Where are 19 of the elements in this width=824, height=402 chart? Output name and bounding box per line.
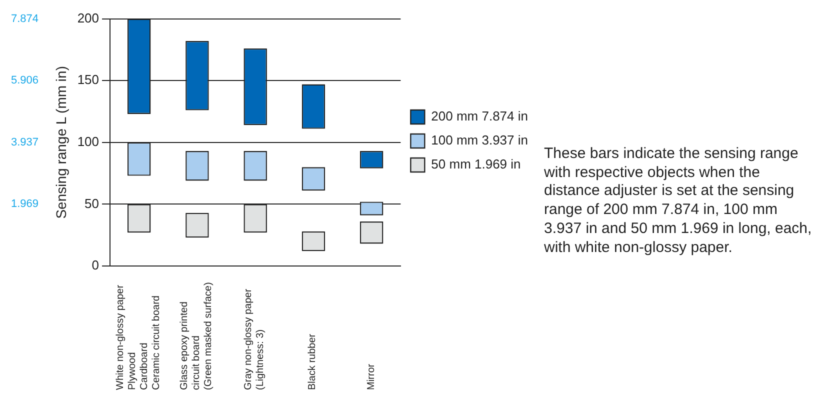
x-tick-label: Glass epoxy printed circuit board (Green masked surface) [179,281,216,390]
y2-tick-label: 7.874 [10,12,39,25]
x-tick-label: Mirror [366,362,378,390]
x-tick-label: Gray non-glossy paper (Lightness: 3) [243,288,268,390]
y2-tick-label: 1.969 [10,198,39,210]
y-tick-label: 200 [77,10,100,26]
y-tick-label: 0 [92,258,100,273]
text: These bars indicate the sensing range with respective objects when the distance adjuster is set at the sensing range of 200 mm 7.874 in, 100 mm 3.937 in and 50 mm 1.969 in long, each, with white non-glossy paper. [544,144,813,258]
x-tick-label: Black rubber [307,332,320,390]
x-tick-label: White non-glossy paper Plywood Cardboard Ceramic circuit board [115,284,164,390]
legend-label: 100 mm 3.937 in [431,132,528,148]
y-axis-title: Sensing range L (mm in) [52,66,69,219]
y2-tick-label: 3.937 [10,136,39,148]
y2-tick-label: 5.906 [10,74,39,87]
y-tick-label: 150 [77,72,100,88]
legend-label: 50 mm 1.969 in [431,156,521,172]
y-tick-label: 50 [84,196,100,211]
legend-label: 200 mm 7.874 in [431,108,528,124]
y-tick-label: 100 [77,134,100,149]
